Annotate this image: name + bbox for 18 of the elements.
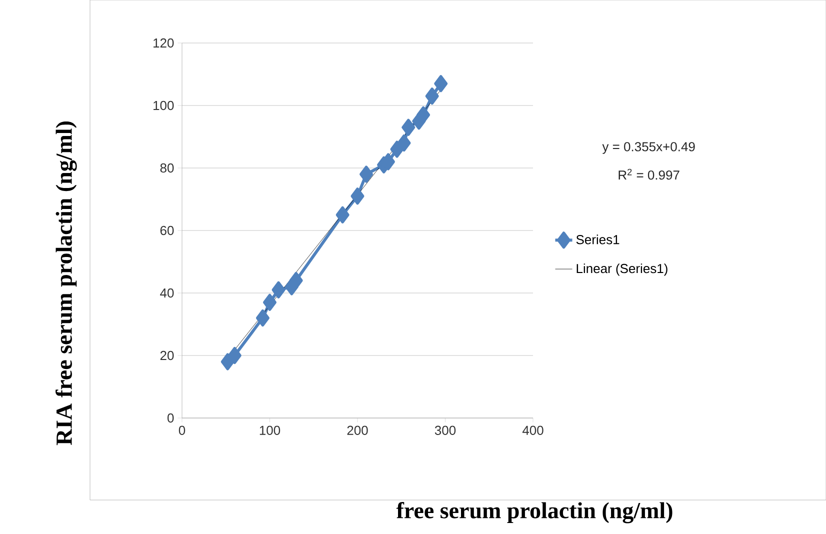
legend-label: Linear (Series1) [576,264,668,276]
x-tick-label: 400 [522,426,544,435]
y-tick-label: 80 [160,163,174,173]
y-tick-label: 120 [154,38,174,48]
x-tick-label: 300 [434,426,456,435]
y-axis-title: RIA free serum prolactin (ng/ml) [56,122,77,446]
text: R$^{2}$ = 0.997 [618,168,680,180]
x-tick-label: 200 [347,426,368,435]
x-axis-title: free serum prolactin (ng/ml) [396,502,672,524]
y-tick-label: 20 [160,350,174,360]
x-tick-label: 0 [178,426,186,435]
y-tick-label: 60 [160,226,174,236]
y-tick-label: 100 [154,100,174,110]
legend-label: Series1 [576,234,620,244]
x-tick-label: 100 [260,426,280,435]
y-tick-label: 40 [160,288,174,298]
y-tick-label: 0 [168,413,174,423]
text: y = 0.355x+0.49 [602,142,695,154]
